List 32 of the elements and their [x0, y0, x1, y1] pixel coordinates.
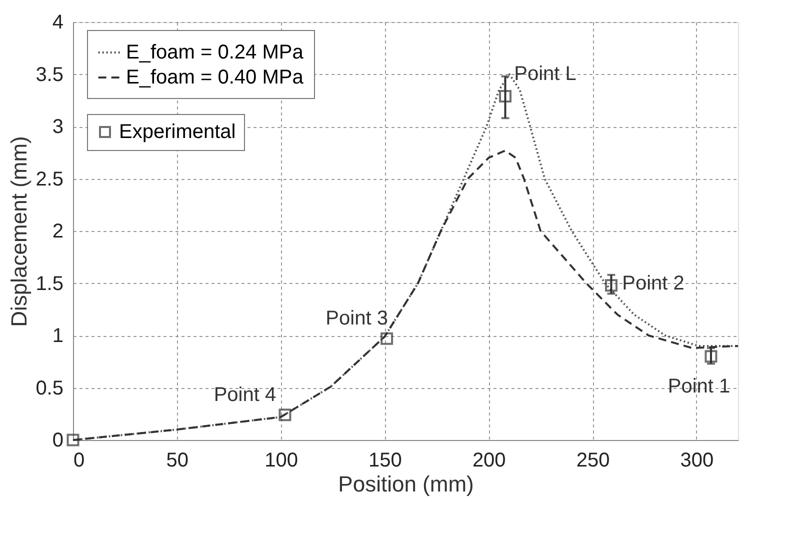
y-tick-label: 4	[52, 12, 64, 34]
y-tick-label: 1	[52, 325, 64, 347]
annotation: Point L	[514, 63, 576, 86]
legend-label: Experimental	[119, 121, 236, 143]
annotation: Point 4	[214, 384, 276, 406]
point	[499, 90, 512, 102]
point	[704, 350, 718, 363]
y-tick-label: 1.5	[36, 272, 64, 295]
x-tick-label: 200	[472, 450, 506, 472]
x-tick-label: 150	[368, 450, 402, 472]
annotation: Point 1	[668, 375, 730, 398]
annotation: Point 2	[622, 272, 684, 294]
point	[380, 332, 394, 345]
y-tick-label: 3	[52, 116, 64, 138]
x-tick-label: 0	[74, 450, 85, 472]
point	[604, 279, 618, 292]
y-tick-label: 2	[52, 220, 64, 242]
legend-label: E_foam = 0.24 MPa	[126, 42, 304, 64]
y-axis-title: Displacement (mm)	[6, 136, 32, 327]
x-tick-label: 250	[576, 450, 610, 472]
x-tick-label: 100	[264, 450, 298, 472]
point	[278, 408, 292, 422]
x-axis-title: Position (mm)	[338, 472, 474, 496]
annotation: Point 3	[326, 308, 388, 330]
y-tick-label: 0.5	[36, 377, 64, 400]
point	[66, 434, 80, 446]
x-tick-label: 300	[680, 450, 714, 472]
y-tick-label: 2.5	[36, 168, 64, 190]
y-tick-label: 3.5	[36, 64, 64, 86]
legend-label: E_foam = 0.40 MPa	[126, 66, 304, 88]
x-tick-label: 50	[166, 450, 189, 472]
y-tick-label: 0	[52, 430, 64, 452]
